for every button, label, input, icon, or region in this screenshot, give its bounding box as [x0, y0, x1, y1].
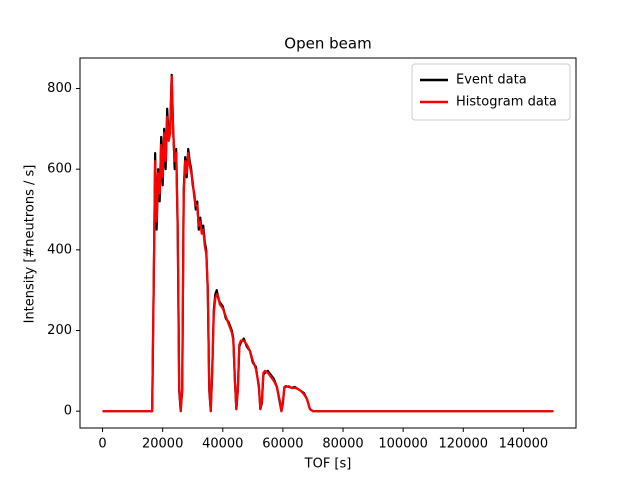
legend-label: Event data [456, 73, 527, 88]
y-tick-label: 800 [47, 81, 72, 96]
y-axis-label: Intensity [#neutrons / s] [23, 165, 38, 324]
y-tick-label: 0 [64, 404, 72, 419]
y-tick-label: 400 [47, 242, 72, 257]
y-tick-label: 600 [47, 162, 72, 177]
x-axis-label: TOF [s] [304, 457, 352, 472]
x-tick-label: 100000 [378, 437, 428, 452]
legend-box [411, 63, 571, 121]
x-tick-label: 0 [98, 437, 106, 452]
y-tick-label: 200 [47, 323, 72, 338]
x-tick-label: 40000 [202, 437, 243, 452]
x-tick-label: 20000 [142, 437, 183, 452]
x-tick-label: 80000 [322, 437, 363, 452]
x-tick-label: 140000 [499, 437, 549, 452]
x-tick-label: 120000 [438, 437, 488, 452]
plot-frame [79, 57, 577, 429]
x-tick-label: 60000 [262, 437, 303, 452]
data-line [102, 75, 554, 413]
legend-label: Histogram data [456, 95, 557, 110]
chart-title: Open beam [284, 35, 371, 53]
